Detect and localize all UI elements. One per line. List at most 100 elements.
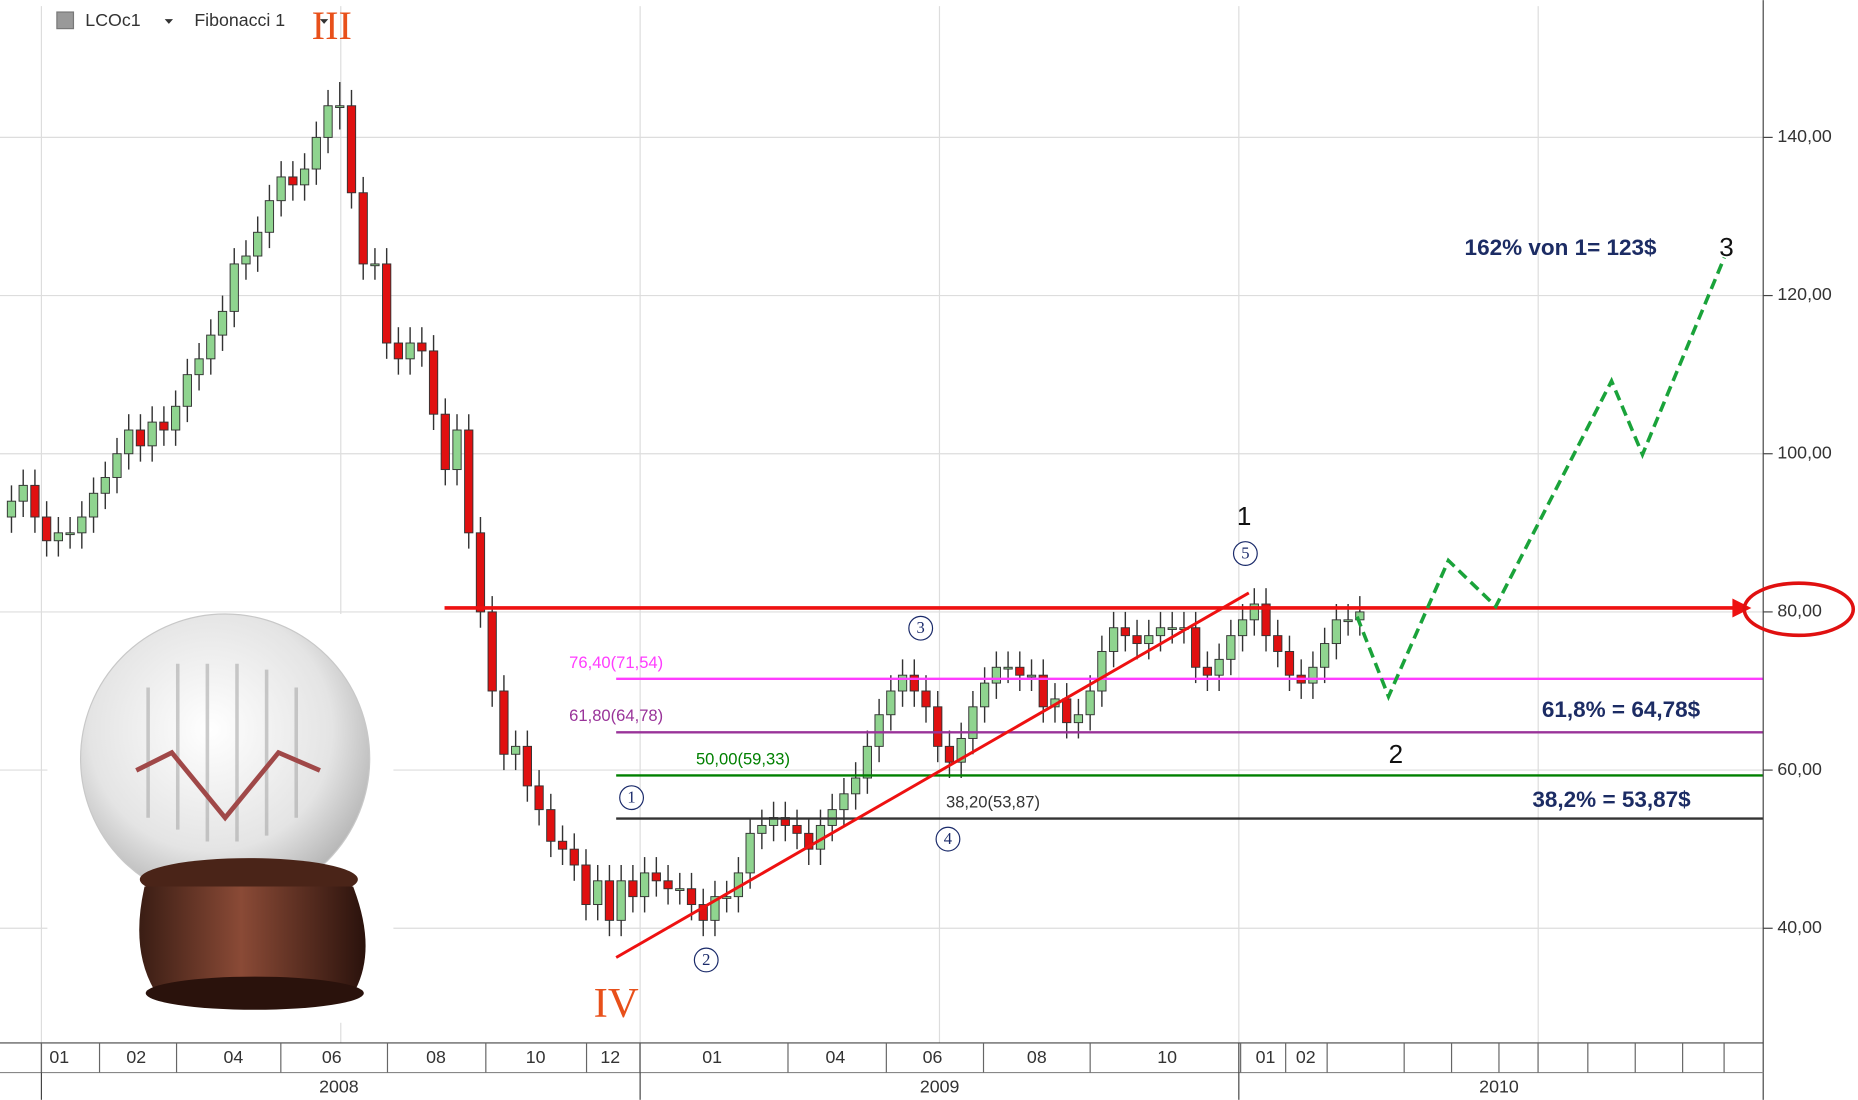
- candle-body: [886, 690, 896, 716]
- candle-body: [159, 421, 169, 431]
- wave-label: 2: [1389, 739, 1404, 769]
- candle-body: [346, 105, 357, 194]
- candle-body: [382, 263, 392, 344]
- axis-labels: 40,00 60,00 80,00 100,00 120,00 140,00 01 02 04 0…: [40, 126, 1832, 1100]
- candle-body: [206, 334, 216, 360]
- wave-circle: [908, 615, 934, 641]
- candle-body: [171, 405, 181, 431]
- candle-body: [909, 674, 919, 692]
- candle-body: [464, 429, 474, 534]
- x-tick-label: 08: [426, 1047, 446, 1067]
- candle-body: [1237, 619, 1248, 637]
- annotation: 61,8% = 64,78$: [1542, 697, 1701, 722]
- candle-body: [1003, 666, 1013, 670]
- candle-body: [65, 532, 75, 536]
- wave-circle: [1232, 541, 1258, 566]
- y-tick-label: 80,00: [1777, 601, 1822, 621]
- candle-body: [1108, 627, 1119, 652]
- candle-body: [839, 793, 849, 811]
- x-tick-label: 01: [1256, 1047, 1276, 1067]
- y-tick-label: 120,00: [1777, 284, 1831, 304]
- wave-label: IV: [594, 980, 639, 1027]
- y-tick-label: 60,00: [1777, 759, 1822, 779]
- y-tick-label: 140,00: [1777, 126, 1831, 146]
- candle-body: [1026, 674, 1037, 678]
- wave-number: 2: [702, 950, 710, 969]
- candle-body: [557, 840, 568, 850]
- candle-body: [628, 880, 638, 898]
- candle-body: [428, 350, 439, 415]
- crystal-ball: [47, 613, 394, 1023]
- axes: [0, 0, 1764, 1100]
- candle-body: [30, 484, 40, 518]
- candle-body: [112, 453, 122, 478]
- wave-circle: [935, 826, 961, 852]
- candle-body: [862, 745, 873, 779]
- candle-body: [217, 310, 228, 336]
- candle-body: [53, 532, 63, 542]
- wave-circle: [693, 947, 719, 973]
- candle-body: [1167, 627, 1177, 630]
- candle-body: [851, 777, 861, 795]
- x-tick-label: 06: [923, 1047, 943, 1067]
- candle-body: [1261, 603, 1271, 637]
- candle-body: [452, 429, 462, 471]
- x-tick-label: 02: [126, 1047, 146, 1067]
- y-tick-label: 40,00: [1777, 917, 1822, 937]
- candle-body: [1284, 650, 1295, 676]
- symbol[interactable]: LCOc1: [85, 10, 140, 30]
- candle-body: [77, 516, 87, 534]
- trendline: [615, 591, 1250, 959]
- candle-body: [1202, 666, 1213, 676]
- candle-body: [311, 136, 321, 170]
- candle-body: [804, 832, 814, 850]
- candle-body: [980, 682, 990, 708]
- candle-body: [581, 864, 591, 906]
- candle-body: [686, 888, 697, 906]
- year-label: 2008: [319, 1077, 359, 1097]
- candle-body: [1015, 666, 1025, 676]
- candle-body: [897, 674, 908, 692]
- candle-body: [323, 105, 333, 138]
- candle-body: [124, 429, 134, 455]
- candle-body: [405, 342, 415, 360]
- x-tick-label: 01: [49, 1047, 69, 1067]
- x-tick-label: 10: [526, 1047, 546, 1067]
- highlight-circle: [1742, 581, 1856, 638]
- candle-body: [1038, 674, 1048, 708]
- y-tick-label: 100,00: [1777, 442, 1831, 462]
- candle-body: [88, 492, 99, 518]
- candle-body: [710, 896, 720, 921]
- candle-body: [968, 706, 978, 739]
- candle-body: [616, 880, 626, 921]
- fib-label: 76,40(71,54): [569, 653, 663, 672]
- candle-body: [100, 476, 110, 494]
- wave-number: 3: [917, 618, 925, 637]
- candle-body: [135, 429, 146, 447]
- candle-body: [1249, 603, 1259, 621]
- study[interactable]: Fibonacci 1: [194, 10, 285, 30]
- candle-body: [499, 690, 509, 755]
- candle-body: [991, 666, 1001, 684]
- wave-label: 3: [1719, 232, 1734, 262]
- x-tick-label: 12: [600, 1047, 620, 1067]
- candle-body: [241, 255, 251, 265]
- candle-body: [1132, 635, 1142, 645]
- candle-body: [182, 374, 192, 407]
- wave-circle: [619, 785, 645, 811]
- x-tick-label: 06: [322, 1047, 342, 1067]
- candle-body: [18, 484, 28, 502]
- x-tick-label: 10: [1157, 1047, 1177, 1067]
- grid: [0, 6, 1764, 1043]
- candle-body: [1097, 650, 1107, 692]
- wave-number: 1: [627, 788, 635, 807]
- candle-body: [1308, 666, 1318, 684]
- candle-body: [1273, 635, 1283, 652]
- x-tick-label: 01: [702, 1047, 722, 1067]
- projection-line: [1355, 256, 1726, 702]
- candle-body: [546, 809, 556, 842]
- candle-body: [475, 532, 486, 613]
- candle-body: [944, 745, 955, 763]
- candle-body: [698, 904, 708, 921]
- arrow-head: [1732, 598, 1752, 618]
